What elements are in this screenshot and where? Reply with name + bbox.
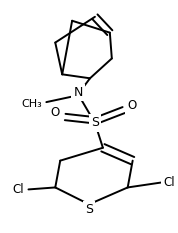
Text: S: S: [85, 203, 93, 216]
Text: Cl: Cl: [164, 176, 175, 189]
Text: Cl: Cl: [13, 183, 24, 196]
Text: N: N: [73, 86, 83, 99]
Text: -: -: [35, 99, 38, 109]
Text: S: S: [91, 116, 99, 130]
Text: O: O: [127, 99, 136, 112]
Text: CH₃: CH₃: [22, 99, 42, 109]
Text: O: O: [51, 106, 60, 119]
